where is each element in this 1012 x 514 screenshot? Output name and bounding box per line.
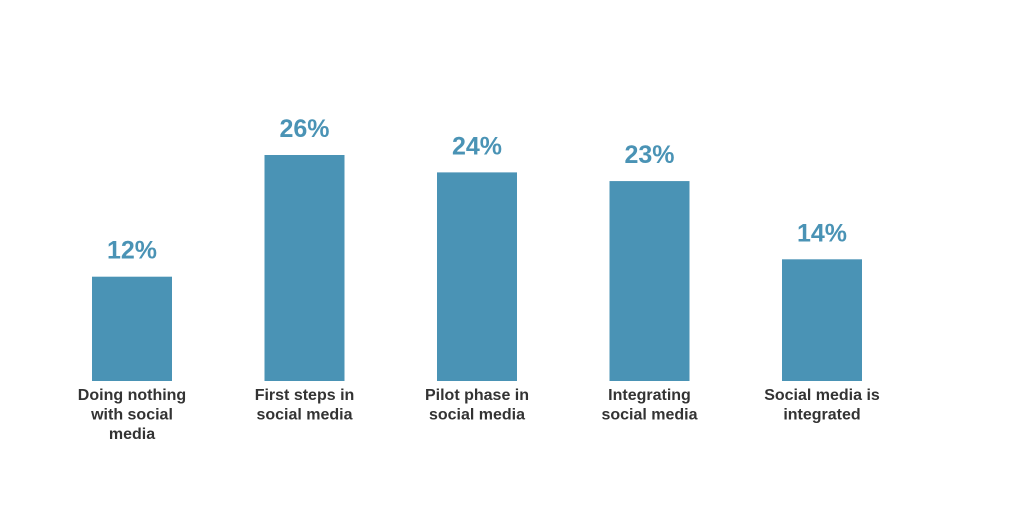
category-label-3: Pilot phase in social media xyxy=(425,387,529,424)
bar-2 xyxy=(264,155,345,381)
category-label-4: Integrating social media xyxy=(601,387,697,424)
bar-5 xyxy=(782,259,862,381)
category-label-line: Doing nothing xyxy=(78,387,186,404)
category-label-line: Social media is xyxy=(764,387,880,404)
bar-4 xyxy=(609,181,690,381)
category-label-line: Pilot phase in xyxy=(425,387,529,404)
category-label-1: Doing nothing with social media xyxy=(78,387,186,443)
category-label-line: social media xyxy=(601,407,697,424)
category-label-line: social media xyxy=(256,407,352,424)
value-label-2: 26% xyxy=(279,115,329,143)
category-label-line: First steps in xyxy=(255,387,355,404)
category-label-2: First steps in social media xyxy=(255,387,355,424)
category-label-line: Integrating xyxy=(608,387,691,404)
category-labels-group: Doing nothing with social media First steps… xyxy=(78,387,880,443)
category-label-line: social media xyxy=(429,407,525,424)
value-label-4: 23% xyxy=(624,141,674,169)
category-label-line: integrated xyxy=(783,407,860,424)
value-labels-group: 12% 26% 24% 23% 14% xyxy=(107,115,847,265)
bars-group xyxy=(92,155,862,381)
bar-3 xyxy=(437,172,517,381)
category-label-line: media xyxy=(109,426,155,443)
bar-1 xyxy=(92,276,172,381)
value-label-5: 14% xyxy=(797,219,847,247)
category-label-5: Social media is integrated xyxy=(764,387,880,424)
value-label-3: 24% xyxy=(452,132,502,160)
category-label-line: with social xyxy=(90,407,173,424)
value-label-1: 12% xyxy=(107,237,157,265)
